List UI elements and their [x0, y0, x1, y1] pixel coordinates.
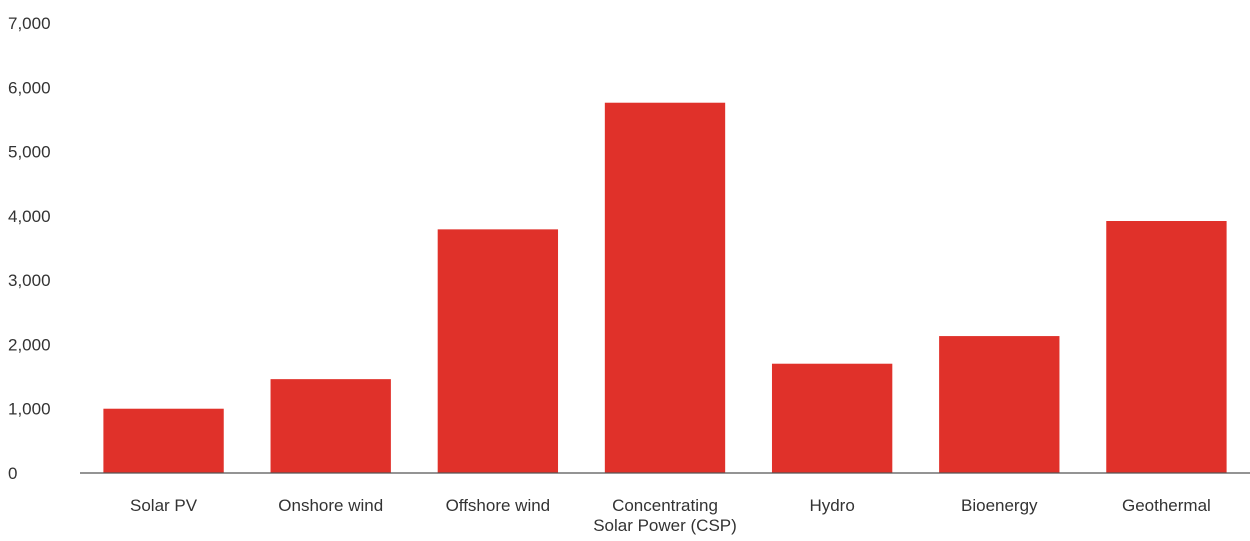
y-tick-label: 5,000 [8, 143, 51, 162]
x-tick-label: Onshore wind [278, 496, 383, 515]
y-tick-label: 0 [8, 464, 17, 483]
bar [604, 102, 726, 473]
x-tick-label-line: Solar PV [130, 496, 198, 515]
x-tick-label: Solar PV [130, 496, 198, 515]
y-tick-label: 4,000 [8, 207, 51, 226]
x-tick-label-line: Onshore wind [278, 496, 383, 515]
x-tick-label-line: Bioenergy [961, 496, 1038, 515]
bar [437, 229, 559, 473]
x-tick-label: Bioenergy [961, 496, 1038, 515]
x-axis: Solar PV Onshore wind Offshore wind Concent… [130, 496, 1211, 535]
x-tick-label-line: Geothermal [1122, 496, 1211, 515]
x-tick-label-line: Concentrating [612, 496, 718, 515]
bar [939, 336, 1060, 473]
y-tick-label: 2,000 [8, 335, 51, 354]
y-tick-label: 1,000 [8, 400, 51, 419]
x-tick-label: Offshore wind [446, 496, 551, 515]
x-tick-label-line: Offshore wind [446, 496, 551, 515]
x-tick-label-line: Hydro [809, 496, 854, 515]
y-tick-label: 3,000 [8, 271, 51, 290]
x-tick-label: Concentrating Solar Power (CSP) [593, 496, 737, 535]
x-tick-label: Hydro [809, 496, 854, 515]
x-tick-label-line: Solar Power (CSP) [593, 516, 737, 535]
bar [103, 408, 224, 473]
bar [270, 379, 391, 473]
bars [103, 102, 1227, 473]
bar [771, 363, 893, 473]
x-tick-label: Geothermal [1122, 496, 1211, 515]
bar [1106, 221, 1227, 473]
y-tick-label: 7,000 [8, 14, 51, 33]
y-tick-label: 6,000 [8, 78, 51, 97]
y-axis: 0 1,000 2,000 3,000 4,000 5,000 6,000 7,000 [8, 14, 51, 483]
